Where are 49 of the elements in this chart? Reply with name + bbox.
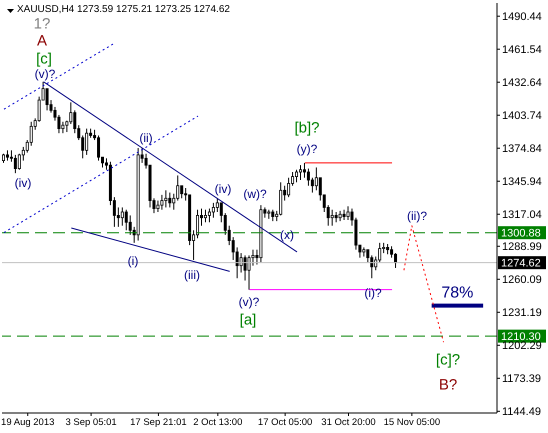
y-tick-label: 1202.29: [502, 340, 542, 352]
y-tick-label: 1260.09: [502, 274, 542, 286]
candlestick: [164, 190, 168, 208]
chart-title: XAUUSD,H4 1273.59 1275.21 1273.25 1274.62: [17, 4, 230, 16]
candlestick: [85, 128, 88, 156]
annotation: [c]?: [436, 352, 460, 368]
annotation: (w)?: [243, 187, 267, 201]
y-tick-label: 1144.49: [502, 406, 541, 418]
y-tick-label: 1374.84: [502, 143, 542, 156]
y-tick-label: 1432.64: [502, 77, 542, 90]
annotation: (y)?: [296, 142, 318, 156]
annotation: (i)?: [364, 286, 382, 300]
y-tick-label: 1403.74: [502, 110, 542, 122]
y-tick-label: 1345.94: [502, 176, 542, 188]
annotation: (i): [128, 254, 138, 268]
ref-line-label: 1300.88: [501, 228, 541, 240]
annotation: (v)?: [34, 67, 56, 81]
y-tick-label: 1461.54: [502, 44, 542, 56]
annotation: B?: [438, 376, 458, 394]
annotation: (v)?: [238, 295, 260, 309]
annotation: (iii): [184, 268, 200, 282]
candlestick: [299, 164, 302, 181]
annotation: (ii): [139, 131, 153, 145]
annotation: [a]: [240, 312, 256, 328]
y-tick-label: 1288.99: [502, 241, 542, 254]
x-tick-label: 3 Sep 05:01: [65, 417, 117, 428]
y-tick-label: 1231.19: [502, 307, 542, 320]
annotation: [b]?: [294, 120, 320, 136]
y-tick-label: 1317.04: [502, 209, 542, 222]
x-tick-label: 2 Oct 13:00: [193, 417, 242, 428]
y-tick-label: 1173.39: [502, 373, 541, 386]
candlestick: [196, 209, 200, 239]
x-tick-label: 17 Sep 21:01: [130, 417, 187, 428]
y-tick-label: 1490.44: [502, 11, 542, 24]
candlestick: [204, 209, 207, 223]
ref-line-label: 1274.62: [501, 258, 541, 270]
x-tick-label: 31 Oct 20:00: [321, 417, 376, 428]
annotation: (ii)?: [407, 209, 427, 223]
x-tick-label: 15 Nov 05:00: [384, 417, 440, 428]
annotation: [c]: [36, 50, 52, 68]
annotation: (iv): [14, 176, 32, 190]
series-label: 78%: [441, 284, 474, 302]
annotation: 1?: [34, 16, 50, 32]
x-tick-label: 19 Aug 2013: [1, 417, 54, 428]
candlestick: [330, 209, 334, 226]
annotation: A: [36, 32, 48, 50]
annotation: (iv): [214, 182, 232, 196]
x-tick-label: 17 Oct 05:00: [258, 417, 312, 428]
annotation: (x): [280, 228, 294, 242]
